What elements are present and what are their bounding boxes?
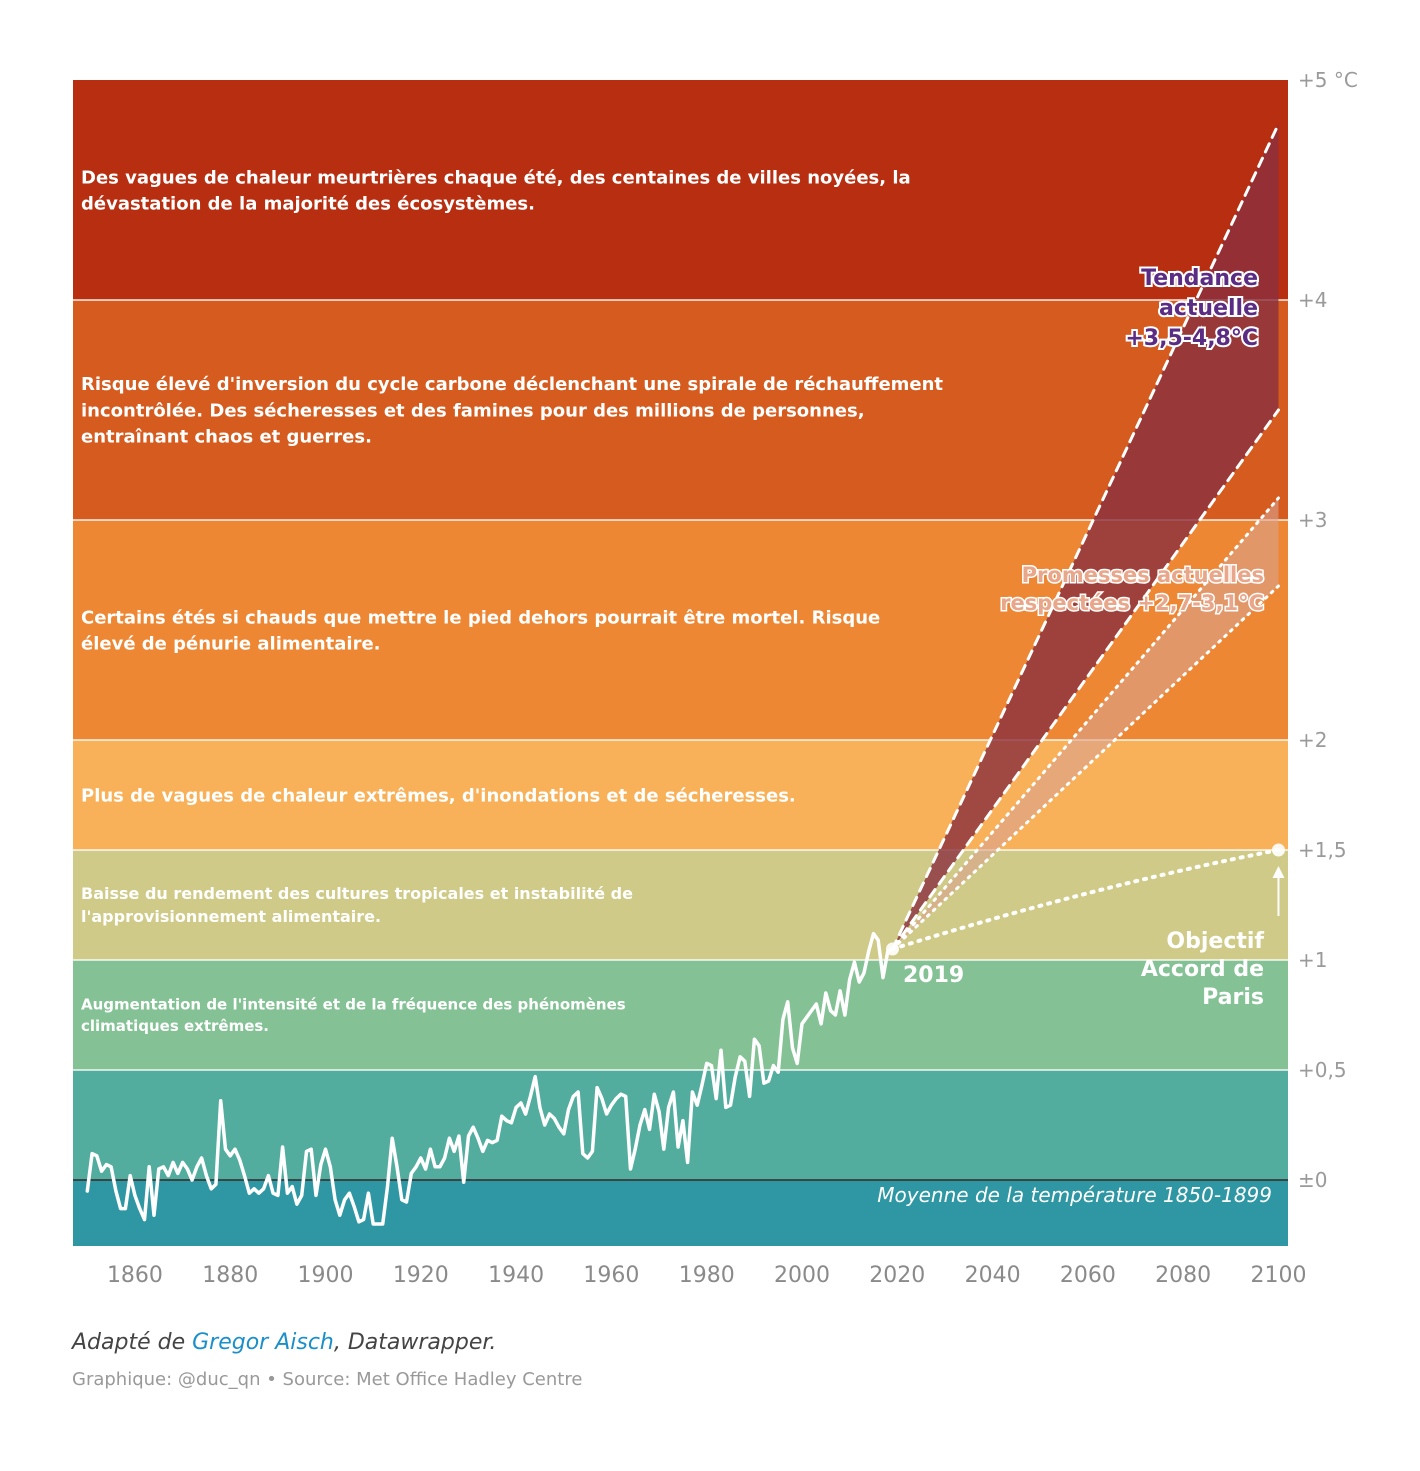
annotations: Tendance actuelle +3,5-4,8°C Promesses actu…: [903, 264, 1266, 1010]
band-3: [73, 850, 1288, 960]
credit-suffix: , Datawrapper.: [333, 1330, 497, 1355]
annotation-0-line-1: actuelle: [1159, 296, 1258, 321]
y-tick-label-2: +1: [1298, 948, 1327, 972]
paris-arrow-head: [1272, 866, 1285, 878]
band-label-4-line-0: Plus de vagues de chaleur extrêmes, d'in…: [81, 785, 796, 806]
band-label-6-line-2: entraînant chaos et guerres.: [81, 426, 372, 447]
x-tick-label-1920: 1920: [393, 1263, 449, 1288]
annotation-2-line-0: 2019: [903, 963, 964, 988]
band-6: [73, 300, 1288, 520]
source-line: Graphique: @duc_qn • Source: Met Office …: [72, 1369, 583, 1390]
x-axis: 1860 1880 1900 1920 1940 1960 1980 2000 2020 2040…: [107, 1263, 1307, 1288]
x-tick-label-1940: 1940: [488, 1263, 544, 1288]
projection-low-line-0: [891, 408, 1280, 951]
annotation-0-line-2: +3,5-4,8°C: [1125, 326, 1258, 351]
credit-line: Adapté de Gregor Aisch, Datawrapper.: [72, 1330, 1372, 1355]
band-label-3-line-1: l'approvisionnement alimentaire.: [81, 907, 381, 926]
band-label-2-line-0: Augmentation de l'intensité et de la fré…: [81, 995, 626, 1013]
temperature-series-line: [85, 931, 895, 1226]
x-tick-label-2000: 2000: [774, 1263, 830, 1288]
temperature-chart: Augmentation de l'intensité et de la fré…: [73, 68, 1358, 1288]
band-label-7-line-0: Des vagues de chaleur meurtrières chaque…: [81, 167, 911, 188]
band-label-6-line-1: incontrôlée. Des sécheresses et des fami…: [81, 400, 865, 421]
band-label-6-line-0: Risque élevé d'inversion du cycle carbon…: [81, 374, 943, 395]
x-tick-label-2060: 2060: [1060, 1263, 1116, 1288]
band-0: [73, 1180, 1288, 1246]
risk-bands: [73, 80, 1288, 1246]
projection-low-line-1: [891, 584, 1280, 951]
credit-link[interactable]: Gregor Aisch: [192, 1330, 334, 1355]
marker-paris-target: [1271, 843, 1285, 857]
y-tick-label-6: +4: [1298, 288, 1327, 312]
annotation-3-line-2: Paris: [1202, 985, 1264, 1010]
band-label-2-line-1: climatiques extrêmes.: [81, 1017, 269, 1035]
footer: Adapté de Gregor Aisch, Datawrapper. Gra…: [72, 1330, 1372, 1390]
x-tick-label-2080: 2080: [1155, 1263, 1211, 1288]
x-tick-label-1880: 1880: [202, 1263, 258, 1288]
annotation-0-line-0: Tendance: [1141, 266, 1258, 291]
band-label-5-line-1: élevé de pénurie alimentaire.: [81, 633, 381, 654]
projection-high-line-0: [891, 122, 1280, 951]
projection-high-line-1: [891, 496, 1280, 951]
marker-2019: [886, 942, 900, 956]
y-tick-label-0: ±0: [1298, 1168, 1327, 1192]
annotation-1-line-0: Promesses actuelles: [1022, 563, 1264, 587]
x-tick-label-2040: 2040: [965, 1263, 1021, 1288]
band-label-3-line-0: Baisse du rendement des cultures tropica…: [81, 884, 633, 903]
y-tick-label-1: +0,5: [1298, 1058, 1347, 1082]
band-label-5-line-0: Certains étés si chauds que mettre le pi…: [81, 607, 880, 628]
annotation-3-line-1: Accord de: [1141, 957, 1264, 982]
band-2: [73, 960, 1288, 1070]
baseline-label: Moyenne de la température 1850-1899: [877, 1183, 1272, 1207]
x-tick-label-1860: 1860: [107, 1263, 163, 1288]
x-tick-label-2100: 2100: [1250, 1263, 1306, 1288]
band-label-7-line-1: dévastation de la majorité des écosystèm…: [81, 193, 535, 214]
projection-line-2: [890, 848, 1281, 951]
x-tick-label-1900: 1900: [298, 1263, 354, 1288]
y-tick-label-3: +1,5: [1298, 838, 1347, 862]
band-7: [73, 80, 1288, 300]
annotation-1-line-1: respectées +2,7-3,1°C: [1000, 591, 1264, 615]
y-tick-label-7: +5 °C: [1298, 68, 1358, 92]
band-labels: Augmentation de l'intensité et de la fré…: [81, 167, 943, 1035]
y-axis: ±0 +0,5 +1 +1,5 +2 +3 +4 +5 °C: [1298, 68, 1358, 1192]
x-tick-label-1960: 1960: [583, 1263, 639, 1288]
projection-fans: [890, 122, 1281, 951]
markers: [886, 843, 1285, 956]
x-tick-label-2020: 2020: [869, 1263, 925, 1288]
credit-prefix: Adapté de: [72, 1330, 193, 1355]
y-tick-label-5: +3: [1298, 508, 1327, 532]
x-tick-label-1980: 1980: [679, 1263, 735, 1288]
annotation-3-line-0: Objectif: [1166, 929, 1264, 954]
y-tick-label-4: +2: [1298, 728, 1327, 752]
